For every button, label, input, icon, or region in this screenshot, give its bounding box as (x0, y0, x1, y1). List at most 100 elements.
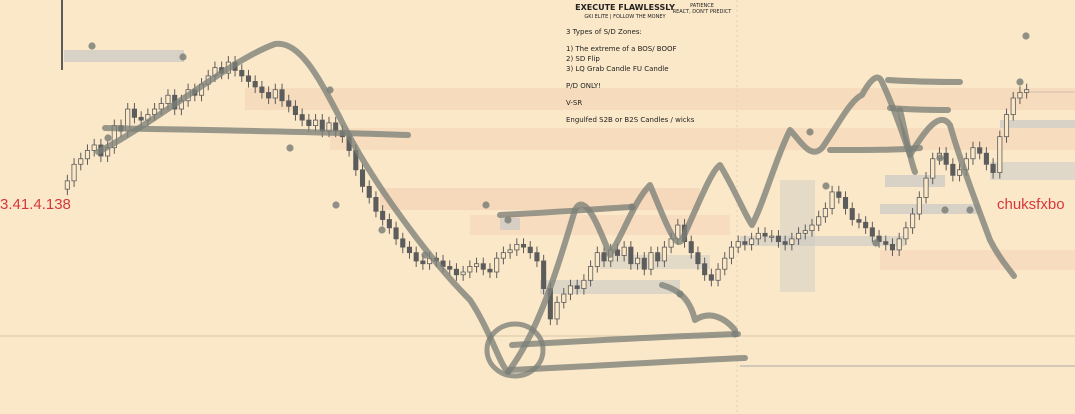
candle-body (581, 279, 587, 289)
drawn-stroke (659, 282, 738, 333)
candle-body (1003, 114, 1010, 138)
zone-box (880, 250, 1075, 270)
candle-body (883, 241, 889, 245)
zone-box (64, 50, 184, 62)
note-line: P/D ONLY! (566, 82, 601, 90)
candle-body (541, 260, 547, 289)
notes-side-bottom: REACT, DON'T PREDICT (672, 9, 732, 15)
candle-body (836, 191, 842, 198)
marker-dot (179, 53, 187, 61)
candle-body (983, 152, 989, 165)
candle-body (775, 235, 781, 243)
candle-body (306, 119, 312, 127)
marker-dot (822, 182, 830, 190)
candle-body (359, 169, 366, 187)
candle-body (614, 249, 620, 256)
candle-body (91, 144, 97, 151)
candle-body (930, 158, 936, 179)
candle-body (380, 210, 386, 220)
marker-dot (104, 134, 112, 142)
candle-body (950, 163, 956, 176)
candle-body (648, 252, 654, 270)
marker-dot (966, 206, 974, 214)
notes-lines: 3 Types of S/D Zones: 1) The extreme of a… (566, 28, 736, 124)
candle-body (943, 152, 949, 165)
candle-body (245, 75, 252, 82)
marker-dot (482, 201, 490, 209)
candle-body (138, 116, 144, 121)
marker-dot (941, 206, 949, 214)
marker-dot (286, 144, 294, 152)
candle-body (782, 241, 788, 245)
candle-body (695, 252, 701, 265)
candle-body (816, 216, 822, 226)
candle-body (889, 243, 896, 251)
marker-dot (378, 226, 386, 234)
candle-body (655, 252, 661, 262)
candle-body (829, 191, 835, 209)
candle-body (903, 227, 909, 240)
drawn-circle (484, 321, 546, 379)
candle-body (923, 177, 929, 198)
note-line: 3 Types of S/D Zones: (566, 28, 642, 36)
candle-body (413, 252, 419, 262)
candle-body (896, 238, 902, 251)
candle-body (863, 221, 869, 229)
candle-body (762, 232, 768, 237)
candle-body (742, 241, 748, 245)
candle-body (702, 263, 708, 276)
candle-body (728, 246, 735, 259)
candle-body (507, 249, 513, 254)
zone-box (245, 88, 1075, 110)
marker-dot (504, 216, 512, 224)
marker-dot (326, 86, 334, 94)
candle-body (796, 232, 802, 240)
notes-panel: EXECUTE FLAWLESSLY GKI ELITE | FOLLOW TH… (566, 3, 736, 124)
candle-body (158, 103, 164, 110)
candle-body (420, 260, 426, 265)
candle-body (460, 271, 466, 276)
candle-body (997, 136, 1003, 173)
candle-body (977, 147, 983, 154)
candle-body (527, 246, 533, 254)
drawn-stroke (95, 40, 511, 375)
zone-box (1000, 120, 1075, 128)
candle-body (957, 169, 963, 176)
candle-body (910, 213, 916, 229)
marker-dot (88, 42, 96, 50)
candle-body (494, 257, 500, 273)
candle-body (165, 94, 171, 104)
note-gap (566, 90, 736, 97)
candle-body (641, 257, 647, 270)
note-gap (566, 73, 736, 80)
zone-box (380, 188, 700, 210)
candle-body (822, 208, 828, 218)
note-gap (566, 107, 736, 114)
candle-body (635, 257, 641, 265)
drawn-stroke (497, 204, 635, 218)
candle-body (500, 252, 506, 259)
candle-body (661, 246, 667, 262)
candle-body (534, 252, 540, 262)
candle-body (769, 235, 775, 238)
candle-body (574, 285, 580, 289)
notes-side-top: PATIENCE (690, 3, 714, 9)
candlestick-series (61, 0, 1030, 326)
candle-body (84, 150, 91, 160)
marker-dot (936, 154, 944, 162)
candle-body (474, 263, 480, 267)
marker-dot (676, 290, 684, 298)
candle-body (715, 268, 721, 281)
note-line: 1) The extreme of a BOS/ BOOF (566, 45, 677, 53)
candle-body (520, 243, 527, 248)
candle-body (400, 238, 406, 248)
drawn-stroke (507, 355, 748, 373)
candle-body (64, 180, 70, 190)
candle-body (480, 263, 486, 270)
candle-body (279, 89, 285, 102)
candle-body (467, 266, 473, 273)
note-line: 3) LQ Grab Candle FU Candle (566, 65, 669, 73)
candle-body (601, 252, 607, 262)
candle-body (313, 119, 319, 127)
